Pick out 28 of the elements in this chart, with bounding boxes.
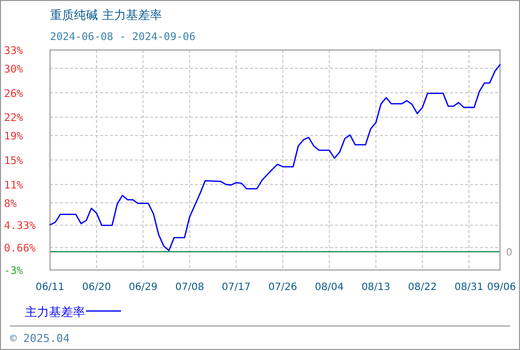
- y-tick-label: -3%: [4, 265, 24, 277]
- x-tick-label: 07/17: [222, 282, 251, 293]
- y-tick-label: 22%: [4, 112, 24, 124]
- ref-line-label: 0: [506, 248, 512, 259]
- text: © 2025.04: [10, 332, 70, 345]
- y-tick-label: 33%: [4, 45, 24, 57]
- y-tick-label: 15%: [4, 155, 24, 167]
- x-tick-label: 06/29: [128, 282, 158, 293]
- chart-subtitle: 2024-06-08 - 2024-09-06: [50, 31, 196, 43]
- x-tick-label: 08/13: [361, 282, 390, 293]
- chart-title: 重质纯碱 主力基差率: [50, 8, 162, 22]
- x-tick-label: 06/11: [36, 282, 64, 293]
- y-tick-label: 26%: [4, 88, 24, 100]
- x-tick-label: 08/31: [454, 282, 484, 293]
- x-tick-label: 08/04: [314, 282, 344, 293]
- y-tick-label: 8%: [4, 198, 18, 210]
- x-tick-label: 09/06: [487, 282, 516, 293]
- y-tick-label: 4.33%: [4, 220, 36, 232]
- x-tick-label: 07/26: [268, 282, 298, 293]
- x-tick-label: 08/22: [408, 282, 437, 293]
- y-tick-label: 19%: [4, 130, 24, 143]
- y-tick-label: 11%: [4, 179, 24, 192]
- legend-label: 主力基差率: [25, 305, 85, 319]
- y-tick-label: 0.66%: [4, 242, 36, 255]
- line-series: [49, 64, 501, 252]
- y-tick-label: 30%: [4, 63, 24, 76]
- x-tick-label: 06/20: [82, 282, 111, 293]
- x-tick-label: 07/08: [175, 282, 204, 293]
